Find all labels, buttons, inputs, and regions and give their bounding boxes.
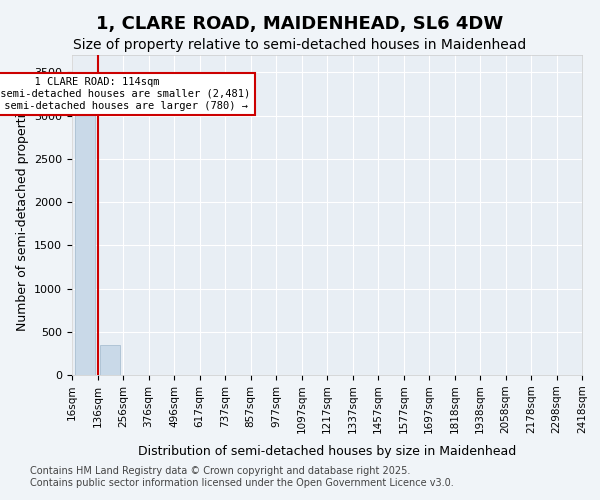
X-axis label: Distribution of semi-detached houses by size in Maidenhead: Distribution of semi-detached houses by … <box>138 444 516 458</box>
Text: Size of property relative to semi-detached houses in Maidenhead: Size of property relative to semi-detach… <box>73 38 527 52</box>
Bar <box>100 344 121 375</box>
Bar <box>74 81 95 375</box>
Text: 1, CLARE ROAD, MAIDENHEAD, SL6 4DW: 1, CLARE ROAD, MAIDENHEAD, SL6 4DW <box>97 15 503 33</box>
Text: 1 CLARE ROAD: 114sqm  
← 76% of semi-detached houses are smaller (2,481)
  24% o: 1 CLARE ROAD: 114sqm ← 76% of semi-detac… <box>0 78 251 110</box>
Text: Contains HM Land Registry data © Crown copyright and database right 2025.
Contai: Contains HM Land Registry data © Crown c… <box>30 466 454 487</box>
Y-axis label: Number of semi-detached properties: Number of semi-detached properties <box>16 100 29 330</box>
